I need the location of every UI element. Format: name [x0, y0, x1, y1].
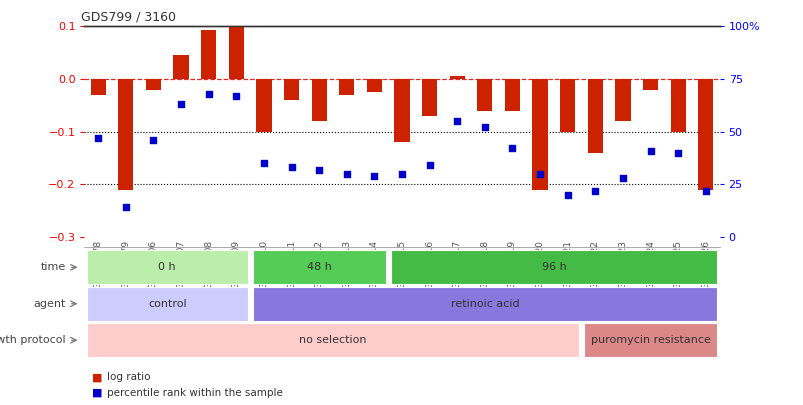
Point: [533, 171, 546, 177]
Point: [285, 164, 298, 171]
Point: [505, 145, 518, 152]
Point: [92, 135, 104, 141]
Bar: [614, 79, 630, 121]
Point: [478, 124, 491, 131]
Bar: [532, 79, 547, 190]
Point: [312, 166, 325, 173]
Point: [560, 192, 573, 198]
Text: 48 h: 48 h: [306, 262, 331, 272]
Bar: [173, 55, 189, 79]
Text: 96 h: 96 h: [541, 262, 565, 272]
Bar: [477, 79, 491, 111]
Bar: [201, 30, 216, 79]
Point: [699, 188, 711, 194]
Point: [340, 171, 353, 177]
Bar: [91, 79, 106, 95]
Point: [120, 204, 132, 211]
Bar: [449, 77, 464, 79]
Text: growth protocol: growth protocol: [0, 335, 66, 345]
Bar: [312, 79, 326, 121]
Point: [671, 149, 683, 156]
Text: log ratio: log ratio: [107, 373, 150, 382]
Point: [450, 118, 463, 124]
Bar: [697, 79, 712, 190]
Point: [588, 188, 601, 194]
Text: no selection: no selection: [299, 335, 366, 345]
Text: GDS799 / 3160: GDS799 / 3160: [81, 11, 176, 24]
Bar: [256, 79, 271, 132]
Text: control: control: [148, 299, 186, 309]
Point: [174, 101, 187, 107]
Text: retinoic acid: retinoic acid: [450, 299, 519, 309]
Point: [368, 173, 381, 179]
Point: [147, 137, 160, 143]
Text: time: time: [41, 262, 66, 272]
Point: [422, 162, 435, 168]
Bar: [642, 79, 658, 90]
Point: [202, 90, 215, 97]
Bar: [339, 79, 354, 95]
Bar: [118, 79, 133, 190]
Bar: [228, 28, 243, 79]
Bar: [587, 79, 602, 153]
Bar: [145, 79, 161, 90]
Bar: [560, 79, 575, 132]
Point: [395, 171, 408, 177]
Text: agent: agent: [34, 299, 66, 309]
Point: [616, 175, 629, 181]
Bar: [422, 79, 437, 116]
Text: 0 h: 0 h: [158, 262, 176, 272]
Text: puromycin resistance: puromycin resistance: [590, 335, 710, 345]
Text: ■: ■: [92, 388, 103, 398]
Bar: [283, 79, 299, 100]
Text: ■: ■: [92, 373, 103, 382]
Point: [643, 147, 656, 154]
Bar: [394, 79, 409, 142]
Bar: [366, 79, 381, 92]
Bar: [670, 79, 685, 132]
Text: percentile rank within the sample: percentile rank within the sample: [107, 388, 283, 398]
Bar: [504, 79, 520, 111]
Point: [230, 93, 243, 99]
Point: [257, 160, 270, 166]
